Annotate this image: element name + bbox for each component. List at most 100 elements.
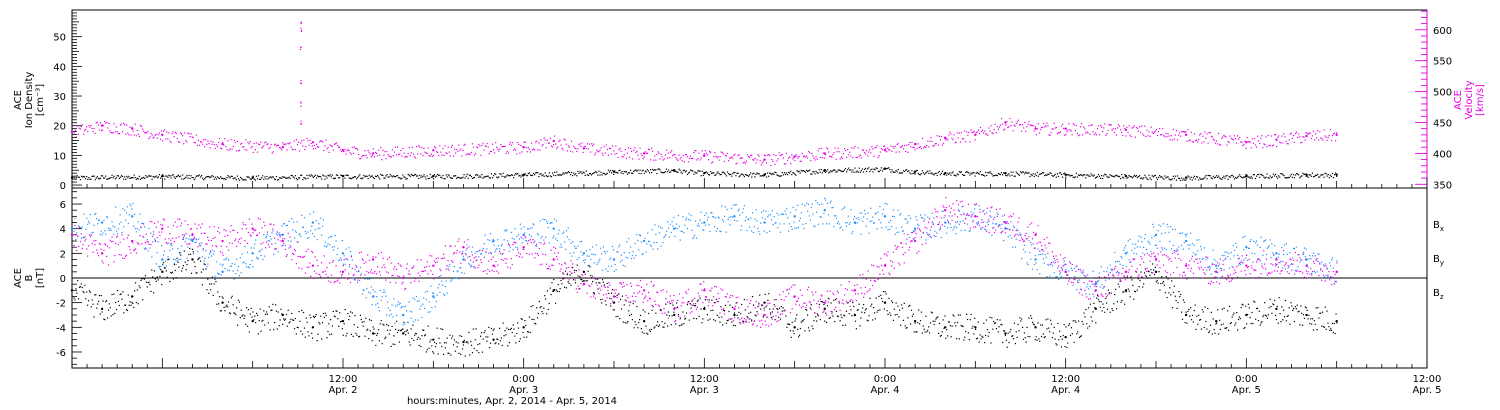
density-dot — [863, 168, 866, 171]
density-dot — [461, 177, 463, 179]
density-dot — [699, 170, 701, 172]
density-dot — [364, 176, 366, 178]
density-dot — [273, 178, 275, 180]
by-dot — [855, 217, 857, 220]
by-dot — [763, 230, 765, 232]
density-dot — [1270, 177, 1272, 179]
by-dot — [261, 248, 263, 250]
by-dot — [811, 203, 813, 205]
density-dot — [1310, 175, 1312, 177]
by-dot — [246, 251, 249, 253]
velocity-dot — [327, 146, 329, 148]
bx-dot — [352, 335, 354, 337]
by-dot — [219, 263, 222, 265]
bx-dot — [1075, 321, 1077, 323]
density-dot — [460, 177, 462, 179]
velocity-dot — [595, 152, 597, 154]
density-dot — [1088, 175, 1090, 177]
by-dot — [607, 270, 609, 272]
density-dot — [640, 172, 642, 175]
velocity-dot — [623, 154, 625, 156]
bx-dot — [458, 352, 460, 354]
density-dot — [1299, 177, 1301, 179]
velocity-dot — [1099, 124, 1102, 127]
bx-dot — [1080, 335, 1082, 337]
bx-dot — [1291, 305, 1293, 307]
by-dot — [338, 259, 340, 262]
density-dot — [452, 175, 455, 177]
velocity-dot — [568, 146, 571, 148]
density-dot — [444, 178, 446, 180]
bx-dot — [1219, 328, 1222, 330]
bx-dot — [1194, 304, 1196, 306]
by-dot — [612, 249, 614, 251]
bx-dot — [91, 299, 93, 301]
density-dot — [1169, 179, 1171, 181]
by-dot — [871, 220, 873, 222]
bx-dot — [321, 338, 323, 340]
by-dot — [319, 227, 321, 229]
velocity-dot — [745, 160, 748, 162]
bx-dot — [1250, 322, 1252, 325]
bx-dot — [756, 311, 758, 313]
density-dot — [1238, 175, 1240, 177]
velocity-dot — [1082, 134, 1084, 136]
by-dot — [339, 257, 342, 259]
by-dot — [193, 237, 195, 240]
bx-dot — [263, 310, 265, 312]
velocity-dot — [184, 132, 186, 134]
density-dot — [1124, 173, 1126, 176]
density-dot — [449, 176, 451, 179]
bx-dot — [470, 344, 473, 346]
velocity-dot — [1077, 135, 1080, 137]
velocity-dot — [121, 131, 124, 133]
velocity-dot — [1275, 145, 1278, 148]
velocity-dot — [842, 152, 845, 155]
by-dot — [641, 253, 643, 256]
density-dot — [1228, 176, 1230, 178]
bx-dot — [500, 337, 502, 339]
by-dot — [818, 204, 820, 206]
bx-dot — [193, 261, 195, 263]
density-dot — [1099, 177, 1102, 179]
by-dot — [291, 218, 293, 220]
bx-dot — [338, 325, 340, 328]
bx-dot — [920, 311, 923, 313]
bx-dot — [1003, 330, 1005, 332]
by-dot — [795, 209, 797, 211]
velocity-dot — [897, 143, 899, 145]
velocity-dot — [586, 143, 588, 145]
velocity-dot — [363, 155, 365, 157]
bx-dot — [600, 298, 602, 301]
density-dot — [872, 171, 874, 173]
velocity-dot — [577, 148, 579, 150]
density-dot — [299, 177, 301, 179]
by-dot — [739, 214, 741, 216]
bx-dot — [367, 337, 370, 340]
velocity-dot — [1218, 132, 1220, 135]
velocity-dot — [554, 135, 556, 137]
velocity-dot — [538, 142, 540, 144]
velocity-dot — [377, 155, 379, 157]
bx-dot — [414, 334, 416, 336]
bx-dot — [767, 299, 769, 301]
by-dot — [472, 266, 474, 268]
bx-dot — [791, 321, 793, 323]
density-dot — [138, 175, 141, 177]
bx-dot — [358, 335, 361, 338]
velocity-dot — [718, 159, 720, 161]
density-dot — [1171, 178, 1173, 180]
density-dot — [682, 170, 684, 172]
by-dot — [611, 245, 614, 248]
density-dot — [405, 178, 407, 180]
by-dot — [722, 219, 724, 221]
by-dot — [769, 230, 771, 232]
bx-dot — [527, 331, 530, 333]
bx-dot — [299, 320, 301, 322]
velocity-dot — [264, 142, 266, 144]
by-dot — [311, 225, 313, 227]
by-dot — [572, 241, 574, 243]
density-dot — [819, 171, 821, 173]
velocity-dot — [526, 151, 528, 153]
density-dot — [330, 176, 332, 178]
